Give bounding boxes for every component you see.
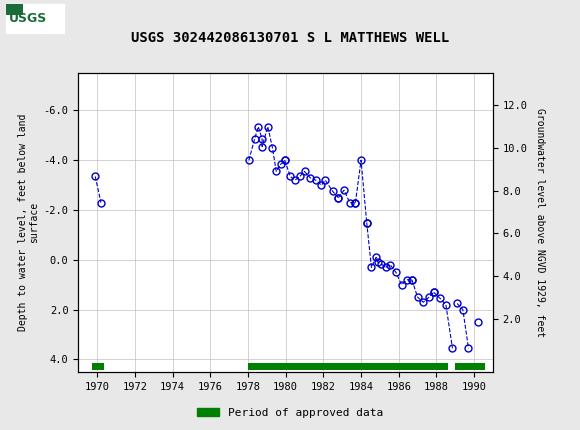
Y-axis label: Depth to water level, feet below land
surface: Depth to water level, feet below land su… <box>18 114 39 331</box>
Legend: Period of approved data: Period of approved data <box>193 403 387 422</box>
Text: USGS 302442086130701 S L MATTHEWS WELL: USGS 302442086130701 S L MATTHEWS WELL <box>131 31 449 45</box>
Bar <box>6 4 23 15</box>
Bar <box>6 3 64 33</box>
Y-axis label: Groundwater level above NGVD 1929, feet: Groundwater level above NGVD 1929, feet <box>535 108 545 337</box>
Bar <box>248 363 448 370</box>
Text: USGS: USGS <box>9 12 47 25</box>
Bar <box>455 363 485 370</box>
Bar <box>92 363 104 370</box>
